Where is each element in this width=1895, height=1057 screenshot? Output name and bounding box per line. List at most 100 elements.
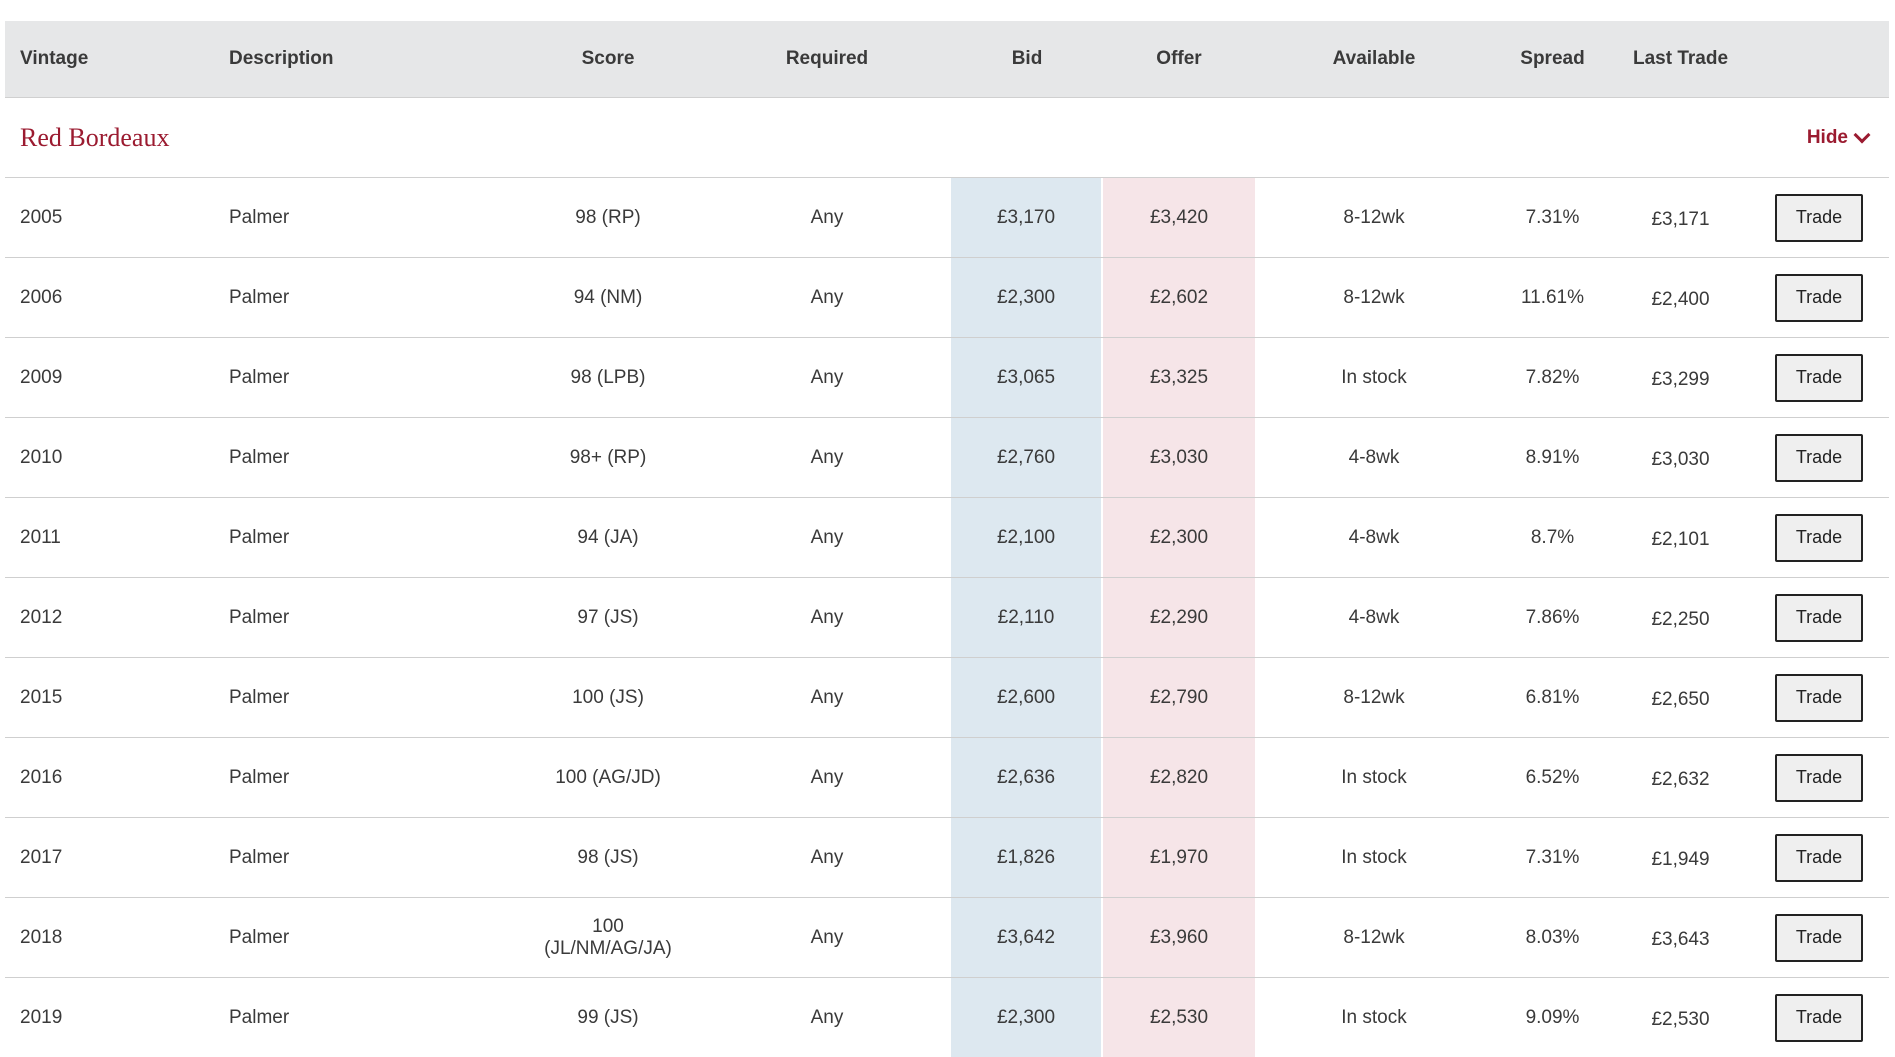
cell-offer: £3,420 [1103, 178, 1255, 257]
trade-button[interactable]: Trade [1775, 593, 1863, 642]
column-header-vintage[interactable]: Vintage [20, 48, 89, 69]
trade-button[interactable]: Trade [1775, 273, 1863, 322]
cell-required: Any [703, 178, 951, 257]
column-header-spread[interactable]: Spread [1520, 48, 1585, 69]
cell-vintage: 2009 [5, 338, 214, 417]
hide-group-button[interactable]: Hide [1806, 126, 1871, 149]
cell-required: Any [703, 898, 951, 977]
table-row: 2010 Palmer 98+ (RP) Any £2,760 £3,030 4-8wk 8.… [5, 418, 1889, 498]
cell-last-trade-text: £3,030 [1651, 449, 1710, 470]
trade-button[interactable]: Trade [1775, 913, 1863, 962]
cell-available-text: 8-12wk [1343, 286, 1405, 308]
trade-button[interactable]: Trade [1775, 193, 1863, 242]
cell-bid-text: £2,110 [997, 606, 1055, 628]
table-row: 2009 Palmer 98 (LPB) Any £3,065 £3,325 In stoc… [5, 338, 1889, 418]
cell-bid-text: £2,636 [996, 766, 1056, 788]
cell-offer: £1,970 [1103, 818, 1255, 897]
cell-spread-text: 7.31% [1525, 206, 1580, 228]
cell-description: Palmer [214, 178, 513, 257]
column-header-offer[interactable]: Offer [1156, 48, 1202, 69]
cell-last-trade: £3,030 [1612, 418, 1749, 497]
trade-button[interactable]: Trade [1775, 993, 1863, 1042]
trade-button[interactable]: Trade [1775, 833, 1863, 882]
cell-offer-text: £2,300 [1149, 526, 1209, 548]
cell-last-trade-text: £3,299 [1651, 369, 1710, 390]
cell-required: Any [703, 818, 951, 897]
cell-required: Any [703, 578, 951, 657]
table-row: 2016 Palmer 100 (AG/JD) Any £2,636 £2,820 In s… [5, 738, 1889, 818]
cell-action: Trade [1749, 738, 1889, 817]
cell-required: Any [703, 738, 951, 817]
cell-offer: £3,325 [1103, 338, 1255, 417]
cell-available: 4-8wk [1255, 418, 1493, 497]
cell-bid: £2,300 [951, 258, 1101, 337]
group-title: Red Bordeaux [20, 122, 170, 152]
cell-bid-text: £2,300 [996, 1006, 1056, 1028]
cell-spread: 6.52% [1493, 738, 1612, 817]
cell-available-text: In stock [1341, 846, 1407, 868]
cell-vintage-text: 2011 [20, 526, 61, 548]
cell-description: Palmer [214, 738, 513, 817]
cell-description: Palmer [214, 258, 513, 337]
cell-action: Trade [1749, 178, 1889, 257]
cell-required: Any [703, 658, 951, 737]
cell-available-text: In stock [1341, 1006, 1407, 1028]
cell-offer-text: £2,820 [1149, 766, 1209, 788]
cell-vintage: 2006 [5, 258, 214, 337]
cell-required-text: Any [810, 366, 844, 388]
cell-offer: £3,030 [1103, 418, 1255, 497]
trade-button[interactable]: Trade [1775, 433, 1863, 482]
cell-last-trade-text: £2,530 [1651, 1009, 1710, 1030]
cell-required-text: Any [810, 686, 844, 708]
cell-score-text: 98 (JS) [577, 846, 639, 868]
cell-score: 98 (JS) [513, 818, 703, 897]
cell-spread: 11.61% [1493, 258, 1612, 337]
table-row: 2017 Palmer 98 (JS) Any £1,826 £1,970 In stock… [5, 818, 1889, 898]
cell-required-text: Any [810, 766, 844, 788]
cell-description-text: Palmer [229, 526, 290, 548]
cell-score-text: 98 (RP) [575, 206, 641, 228]
cell-offer: £2,530 [1103, 978, 1255, 1057]
cell-available-text: 8-12wk [1343, 686, 1405, 708]
hide-label: Hide [1806, 126, 1848, 148]
cell-required-text: Any [810, 846, 844, 868]
cell-vintage-text: 2006 [20, 286, 63, 308]
cell-last-trade: £3,171 [1612, 178, 1749, 257]
cell-available: 8-12wk [1255, 258, 1493, 337]
cell-bid-text: £2,600 [996, 686, 1056, 708]
cell-vintage-text: 2005 [20, 206, 63, 228]
cell-last-trade: £2,530 [1612, 978, 1749, 1057]
cell-description: Palmer [214, 978, 513, 1057]
cell-bid-text: £3,642 [996, 926, 1056, 948]
cell-offer-text: £3,325 [1149, 366, 1209, 388]
cell-vintage: 2015 [5, 658, 214, 737]
cell-last-trade-text: £2,250 [1651, 609, 1710, 630]
trade-button[interactable]: Trade [1775, 753, 1863, 802]
cell-bid: £2,600 [951, 658, 1101, 737]
cell-last-trade-text: £1,949 [1651, 849, 1710, 870]
cell-required: Any [703, 498, 951, 577]
cell-action: Trade [1749, 338, 1889, 417]
cell-description-text: Palmer [229, 926, 290, 948]
trade-button[interactable]: Trade [1775, 673, 1863, 722]
cell-offer-text: £2,790 [1149, 686, 1209, 708]
cell-bid: £2,110 [951, 578, 1101, 657]
column-header-last-trade[interactable]: Last Trade [1632, 48, 1729, 69]
cell-description-text: Palmer [229, 1006, 290, 1028]
column-header-bid[interactable]: Bid [1011, 48, 1043, 69]
cell-available-text: 8-12wk [1343, 206, 1405, 228]
cell-action: Trade [1749, 898, 1889, 977]
trade-button[interactable]: Trade [1775, 513, 1863, 562]
cell-score: 94 (NM) [513, 258, 703, 337]
column-header-score[interactable]: Score [581, 48, 635, 69]
cell-bid-text: £3,170 [996, 206, 1056, 228]
column-header-available[interactable]: Available [1332, 48, 1416, 69]
column-header-description[interactable]: Description [229, 48, 334, 69]
cell-spread-text: 8.03% [1525, 926, 1580, 948]
cell-spread-text: 6.81% [1525, 686, 1580, 708]
column-header-required[interactable]: Required [785, 48, 869, 69]
cell-vintage: 2018 [5, 898, 214, 977]
cell-available-text: 4-8wk [1348, 446, 1400, 468]
cell-score-text: 100 (AG/JD) [555, 766, 661, 788]
trade-button[interactable]: Trade [1775, 353, 1863, 402]
